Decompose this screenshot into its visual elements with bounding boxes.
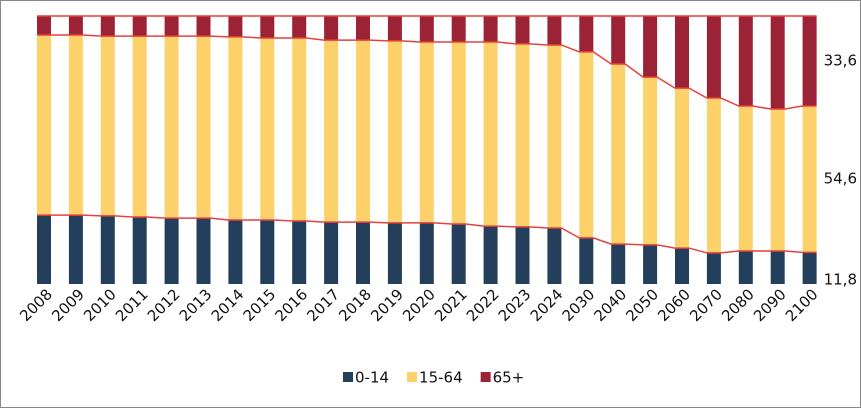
bar-segment — [770, 108, 785, 252]
bar-segment — [643, 77, 658, 245]
bar-segment — [802, 252, 817, 284]
value-label: 33,6 — [824, 52, 857, 70]
bar-segment — [611, 63, 626, 245]
bar-segment — [738, 251, 753, 284]
bar-segment — [164, 218, 179, 284]
bar-segment — [419, 41, 434, 223]
bar-segment — [515, 43, 530, 227]
bar-segment — [706, 16, 721, 99]
bar-segment — [643, 244, 658, 284]
legend-swatch — [480, 372, 491, 382]
bar-segment — [579, 51, 594, 238]
bar-segment — [675, 248, 689, 284]
value-label: 11,8 — [824, 271, 857, 289]
bar-segment — [37, 215, 51, 284]
legend-swatch — [407, 372, 418, 382]
bar-segment — [324, 222, 339, 284]
bar-segment — [483, 16, 498, 42]
bar-segment — [770, 16, 785, 109]
bar-segment — [579, 16, 594, 52]
bar-segment — [515, 226, 530, 284]
bar-segment — [356, 16, 370, 41]
bar-segment — [706, 252, 721, 284]
bar-segment — [387, 16, 402, 41]
bar-segment — [483, 226, 498, 284]
bar-segment — [132, 16, 147, 37]
bar-segment — [451, 223, 466, 284]
bar-segment — [196, 218, 211, 284]
bar-segment — [68, 215, 83, 284]
boundary-line — [37, 214, 817, 254]
bar-segment — [260, 16, 275, 38]
bar-segment — [292, 37, 307, 222]
bar-segment — [515, 16, 530, 44]
bar-segment — [196, 36, 211, 219]
bar-segment — [547, 227, 562, 284]
legend-label: 0-14 — [355, 369, 389, 387]
bar-segment — [132, 217, 147, 284]
bar-segment — [164, 36, 179, 219]
bar-segment — [356, 222, 370, 284]
bar-segment — [675, 88, 689, 249]
bar-segment — [100, 16, 115, 37]
bar-segment — [802, 16, 817, 107]
bar-segment — [419, 16, 434, 42]
bar-segment — [547, 44, 562, 228]
bar-segment — [37, 35, 51, 216]
legend-swatch — [343, 372, 353, 382]
bar-segment — [324, 40, 339, 223]
bar-segment — [451, 41, 466, 224]
bar-segment — [260, 37, 275, 220]
bar-segment — [228, 219, 243, 284]
legend-label: 15-64 — [419, 369, 463, 387]
bar-segment — [37, 16, 51, 36]
bar-segment — [164, 16, 179, 37]
bar-segment — [100, 36, 115, 216]
bar-segment — [770, 251, 785, 284]
bar-segment — [483, 41, 498, 227]
bar-segment — [292, 16, 307, 38]
bar-segment — [611, 16, 626, 64]
bar-segment — [579, 237, 594, 284]
bar-segment — [292, 221, 307, 284]
bar-segment — [706, 98, 721, 253]
bar-segment — [196, 16, 211, 37]
bar-segment — [738, 16, 753, 107]
bar-segment — [611, 244, 626, 284]
bar-segment — [547, 16, 562, 45]
bar-segment — [675, 16, 689, 89]
bar-segment — [419, 222, 434, 284]
bar-segment — [132, 36, 147, 217]
legend-label: 65+ — [493, 369, 525, 387]
boundary-line — [37, 34, 817, 110]
bar-segment — [228, 16, 243, 37]
bar-segment — [356, 40, 370, 223]
value-label: 54,6 — [824, 170, 857, 188]
bar-segment — [68, 16, 83, 36]
bar-segment — [68, 35, 83, 216]
bar-segment — [100, 215, 115, 284]
bar-segment — [387, 222, 402, 284]
bar-segment — [324, 16, 339, 41]
bar-segment — [802, 106, 817, 253]
bar-segment — [228, 36, 243, 220]
bar-segment — [738, 106, 753, 252]
bar-segment — [387, 40, 402, 223]
bar-segment — [643, 16, 658, 78]
bar-segment — [260, 219, 275, 284]
bar-segment — [451, 16, 466, 42]
